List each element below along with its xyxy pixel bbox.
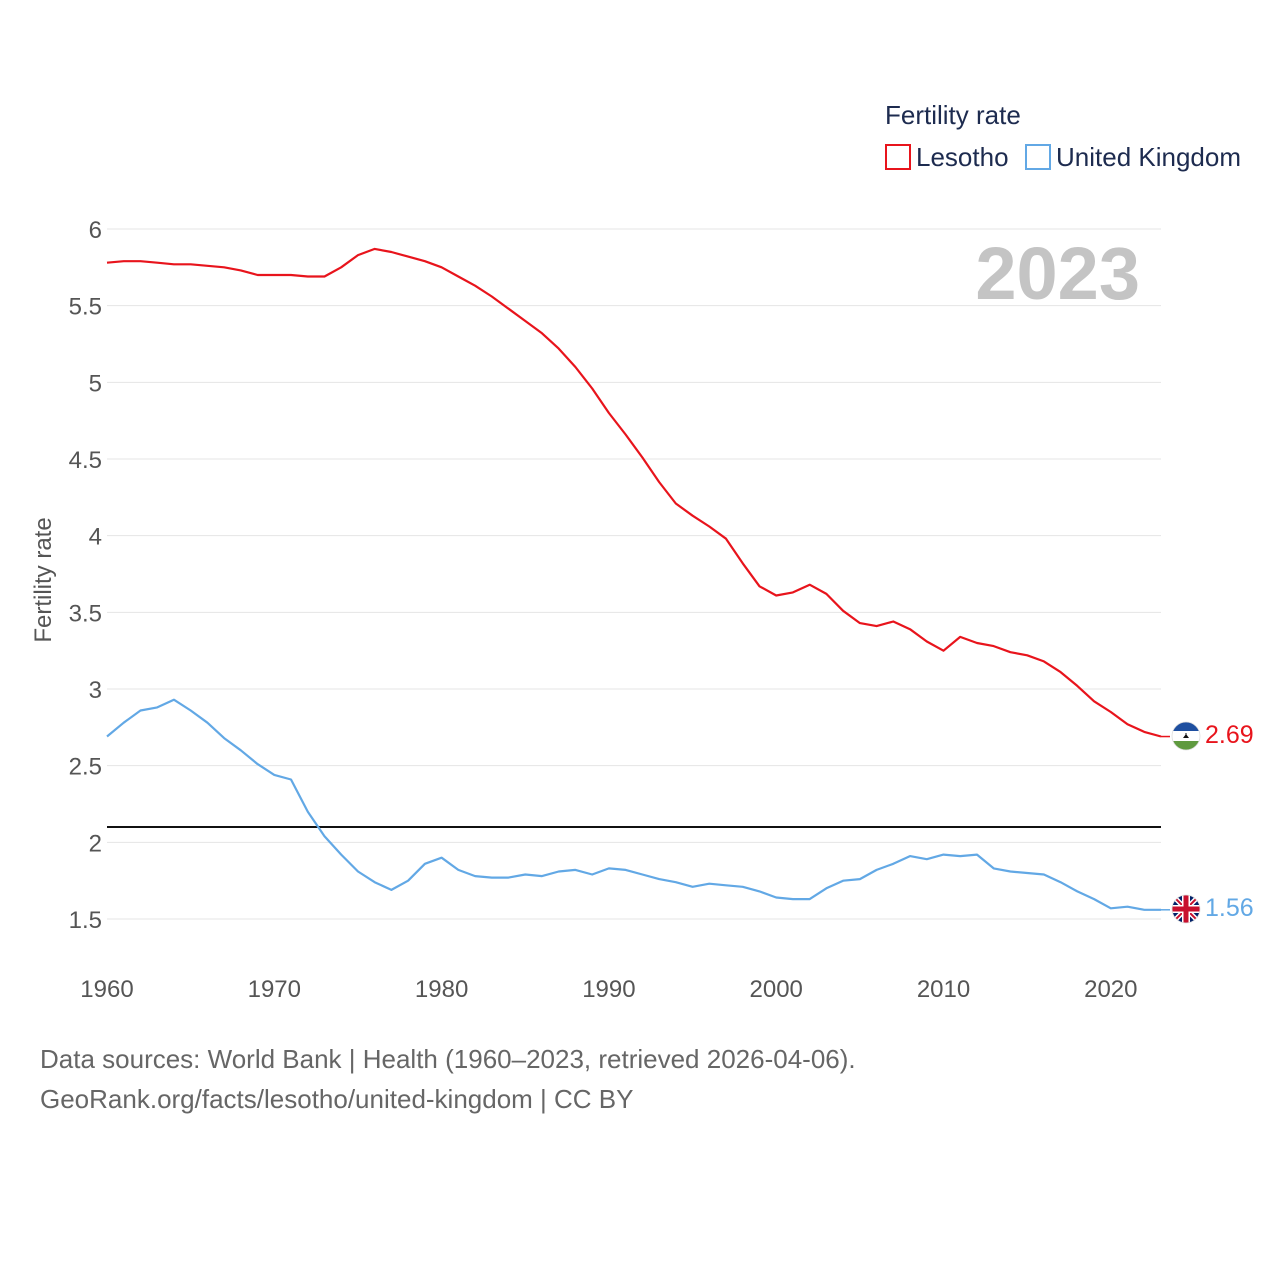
legend-title: Fertility rate [885, 100, 1021, 130]
series-line-united-kingdom [106, 698, 1161, 911]
gridlines [107, 228, 1161, 920]
end-value-united-kingdom: 1.56 [1205, 894, 1254, 922]
y-axis-label: Fertility rate [30, 517, 57, 642]
legend-label-united-kingdom: United Kingdom [1056, 142, 1241, 172]
x-tick-label: 1990 [582, 976, 635, 1003]
uk-flag-icon [1171, 894, 1201, 924]
y-tick-label: 3 [89, 677, 102, 704]
y-tick-label: 3.5 [69, 600, 102, 627]
lesotho-flag-icon [1171, 721, 1201, 751]
x-tick-label: 1960 [80, 976, 133, 1003]
y-axis-ticks: 1.5 2 2.5 3 3.5 4 4.5 5 5.5 6 [69, 217, 102, 934]
x-tick-label: 2010 [917, 976, 970, 1003]
x-axis-ticks: 1960 1970 1980 1990 2000 2010 2020 [80, 976, 1137, 1003]
y-tick-label: 4.5 [69, 447, 102, 474]
year-display: 2023 [975, 232, 1140, 315]
legend-label-lesotho: Lesotho [916, 142, 1009, 172]
legend-item-lesotho[interactable]: Lesotho [885, 142, 1009, 172]
x-tick-label: 2020 [1084, 976, 1137, 1003]
data-sources-note: Data sources: World Bank | Health (1960–… [40, 1044, 856, 1074]
legend-swatch-lesotho [885, 144, 911, 170]
y-tick-label: 5.5 [69, 294, 102, 321]
x-tick-label: 2000 [750, 976, 803, 1003]
y-tick-label: 6 [89, 217, 102, 244]
x-tick-label: 1970 [248, 976, 301, 1003]
y-tick-label: 4 [89, 524, 102, 551]
y-tick-label: 2.5 [69, 754, 102, 781]
x-tick-label: 1980 [415, 976, 468, 1003]
y-tick-label: 5 [89, 370, 102, 397]
series-lines [106, 247, 1170, 911]
y-tick-label: 1.5 [69, 907, 102, 934]
y-tick-label: 2 [89, 830, 102, 857]
series-line-lesotho [106, 247, 1162, 738]
end-value-lesotho: 2.69 [1205, 721, 1254, 749]
legend-item-united-kingdom[interactable]: United Kingdom [1025, 142, 1241, 172]
source-link[interactable]: GeoRank.org/facts/lesotho/united-kingdom… [40, 1084, 634, 1114]
legend-swatch-united-kingdom [1025, 144, 1051, 170]
